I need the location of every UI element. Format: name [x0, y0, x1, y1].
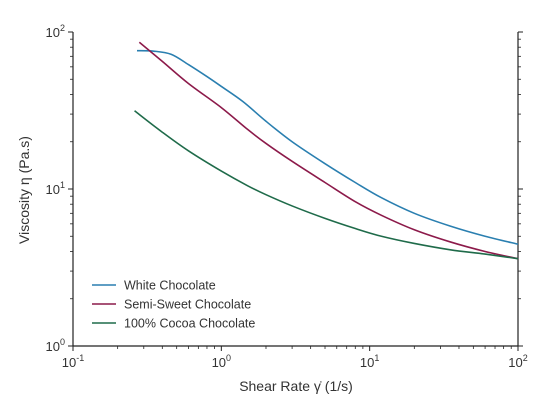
series-line-semi-sweet-chocolate — [138, 41, 519, 260]
y-axis-label: Viscosity η (Pa.s) — [16, 136, 32, 244]
legend-label: 100% Cocoa Chocolate — [124, 317, 255, 331]
series-line-white-chocolate — [136, 49, 519, 245]
series-line-100pct-cocoa-chocolate — [134, 110, 519, 260]
legend-label: Semi-Sweet Chocolate — [124, 298, 251, 312]
y-tick-label: 101 — [46, 180, 65, 197]
x-tick-label: 100 — [212, 353, 231, 370]
legend: White Chocolate Semi-Sweet Chocolate 100% … — [92, 279, 255, 331]
y-tick-label: 102 — [46, 23, 65, 40]
x-tick-label: 102 — [508, 353, 527, 370]
series-layer — [134, 41, 519, 260]
legend-label: White Chocolate — [124, 279, 216, 293]
y-tick-label: 100 — [46, 337, 65, 354]
x-tick-label: 10-1 — [62, 353, 84, 370]
x-axis-label: Shear Rate γ̇ (1/s) — [239, 378, 353, 394]
x-tick-label: 101 — [360, 353, 379, 370]
